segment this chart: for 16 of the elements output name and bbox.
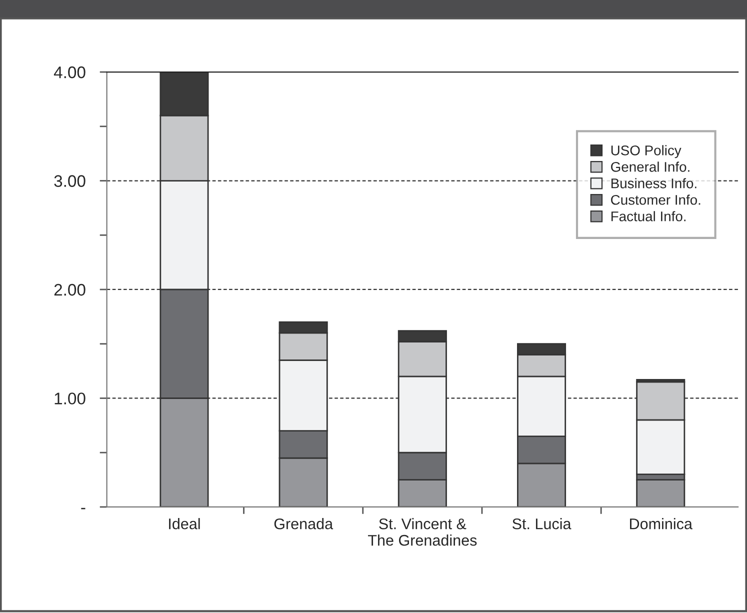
legend-label: Factual Info. [611, 211, 686, 222]
legend-label: USO Policy [611, 145, 682, 158]
legend-label: Business Info. [611, 178, 696, 188]
x-tick-label: Ideal [169, 518, 200, 530]
y-tick-label: 4.00 [54, 66, 86, 78]
y-tick-label: 2.00 [54, 284, 86, 296]
x-tick-label: Dominica [630, 518, 692, 530]
y-tick-label: 3.00 [54, 175, 86, 187]
legend-label: Customer Info. [611, 194, 700, 205]
x-tick-label: St. Lucia [512, 518, 572, 530]
x-tick-label: St. Vincent & The Grenadines [368, 518, 477, 546]
y-tick-label: - [81, 508, 86, 510]
bar [636, 479, 686, 507]
x-tick-label: Grenada [274, 518, 334, 530]
y-tick-label: 1.00 [54, 392, 86, 404]
legend-label: General Info. [611, 162, 690, 172]
